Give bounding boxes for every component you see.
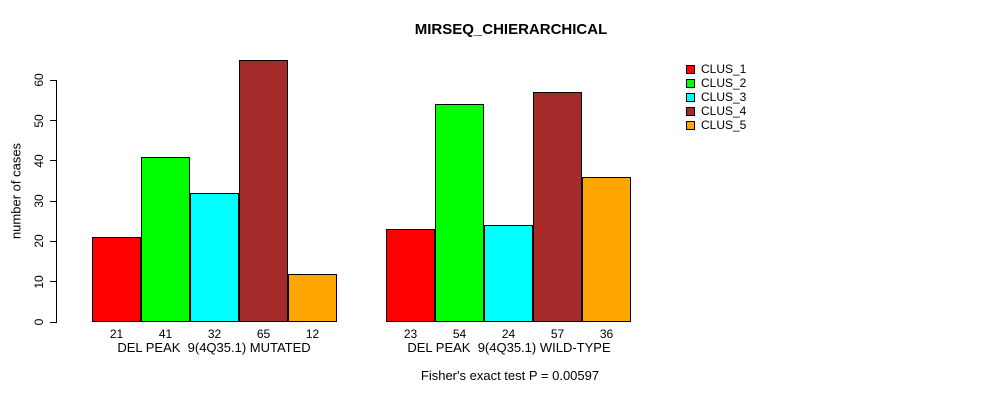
bar-clus_3 bbox=[190, 193, 239, 322]
legend-swatch bbox=[686, 106, 695, 116]
y-tick-label: 40 bbox=[32, 154, 46, 168]
y-tick-mark bbox=[50, 281, 57, 283]
bar-value-label: 12 bbox=[305, 327, 320, 341]
bar-clus_1 bbox=[92, 237, 141, 322]
x-axis-group-label-wildtype: DEL PEAK 9(4Q35.1) WILD-TYPE bbox=[407, 340, 611, 355]
legend-label: CLUS_1 bbox=[701, 62, 747, 76]
x-axis-group-label-mutated: DEL PEAK 9(4Q35.1) MUTATED bbox=[117, 340, 311, 355]
y-tick-mark bbox=[50, 200, 57, 202]
bar-clus_5 bbox=[582, 176, 631, 322]
legend-item: CLUS_5 bbox=[686, 118, 746, 132]
legend-item: CLUS_2 bbox=[686, 76, 746, 90]
y-tick-mark bbox=[50, 240, 57, 242]
bar-clus_4 bbox=[533, 92, 582, 322]
y-tick-label: 0 bbox=[32, 318, 46, 326]
y-tick-label: 60 bbox=[32, 73, 46, 87]
legend-item: CLUS_3 bbox=[686, 90, 746, 104]
bar-clus_2 bbox=[141, 156, 190, 322]
bar-value-label: 24 bbox=[501, 327, 516, 341]
legend-label: CLUS_3 bbox=[701, 90, 747, 104]
bar-value-label: 21 bbox=[109, 327, 124, 341]
y-tick-label: 30 bbox=[32, 194, 46, 208]
chart-title: MIRSEQ_CHIERARCHICAL bbox=[414, 21, 608, 38]
bar-clus_3 bbox=[484, 225, 533, 322]
legend-swatch bbox=[686, 120, 695, 130]
bar-value-label: 32 bbox=[207, 327, 222, 341]
bar-value-label: 54 bbox=[452, 327, 467, 341]
legend: CLUS_1 CLUS_2 CLUS_3 CLUS_4 CLUS_5 bbox=[686, 62, 746, 132]
bar-clus_5 bbox=[288, 273, 337, 322]
y-tick-mark bbox=[50, 120, 57, 121]
bar-clus_4 bbox=[239, 60, 288, 322]
legend-swatch bbox=[686, 78, 695, 88]
y-tick-label: 50 bbox=[32, 113, 46, 128]
legend-swatch bbox=[686, 92, 695, 102]
legend-swatch bbox=[686, 64, 695, 74]
y-tick-label: 20 bbox=[32, 234, 46, 249]
bar-value-label: 36 bbox=[599, 327, 614, 341]
bar-clus_1 bbox=[386, 229, 435, 322]
bar-value-label: 65 bbox=[256, 327, 271, 341]
bar-value-label: 57 bbox=[550, 327, 565, 341]
y-tick-mark bbox=[50, 79, 57, 81]
legend-item: CLUS_4 bbox=[686, 104, 746, 118]
legend-label: CLUS_2 bbox=[701, 76, 747, 90]
y-tick-label: 10 bbox=[32, 275, 46, 289]
bar-value-label: 23 bbox=[403, 327, 418, 341]
y-tick-mark bbox=[50, 160, 57, 162]
bar-value-label: 41 bbox=[158, 327, 173, 341]
stat-annotation: Fisher's exact test P = 0.00597 bbox=[420, 368, 600, 383]
legend-item: CLUS_1 bbox=[686, 62, 746, 76]
y-tick-mark bbox=[50, 321, 57, 323]
y-axis-label: number of cases bbox=[8, 142, 24, 240]
bar-clus_2 bbox=[435, 104, 484, 322]
legend-label: CLUS_5 bbox=[701, 118, 747, 132]
legend-label: CLUS_4 bbox=[701, 104, 747, 118]
